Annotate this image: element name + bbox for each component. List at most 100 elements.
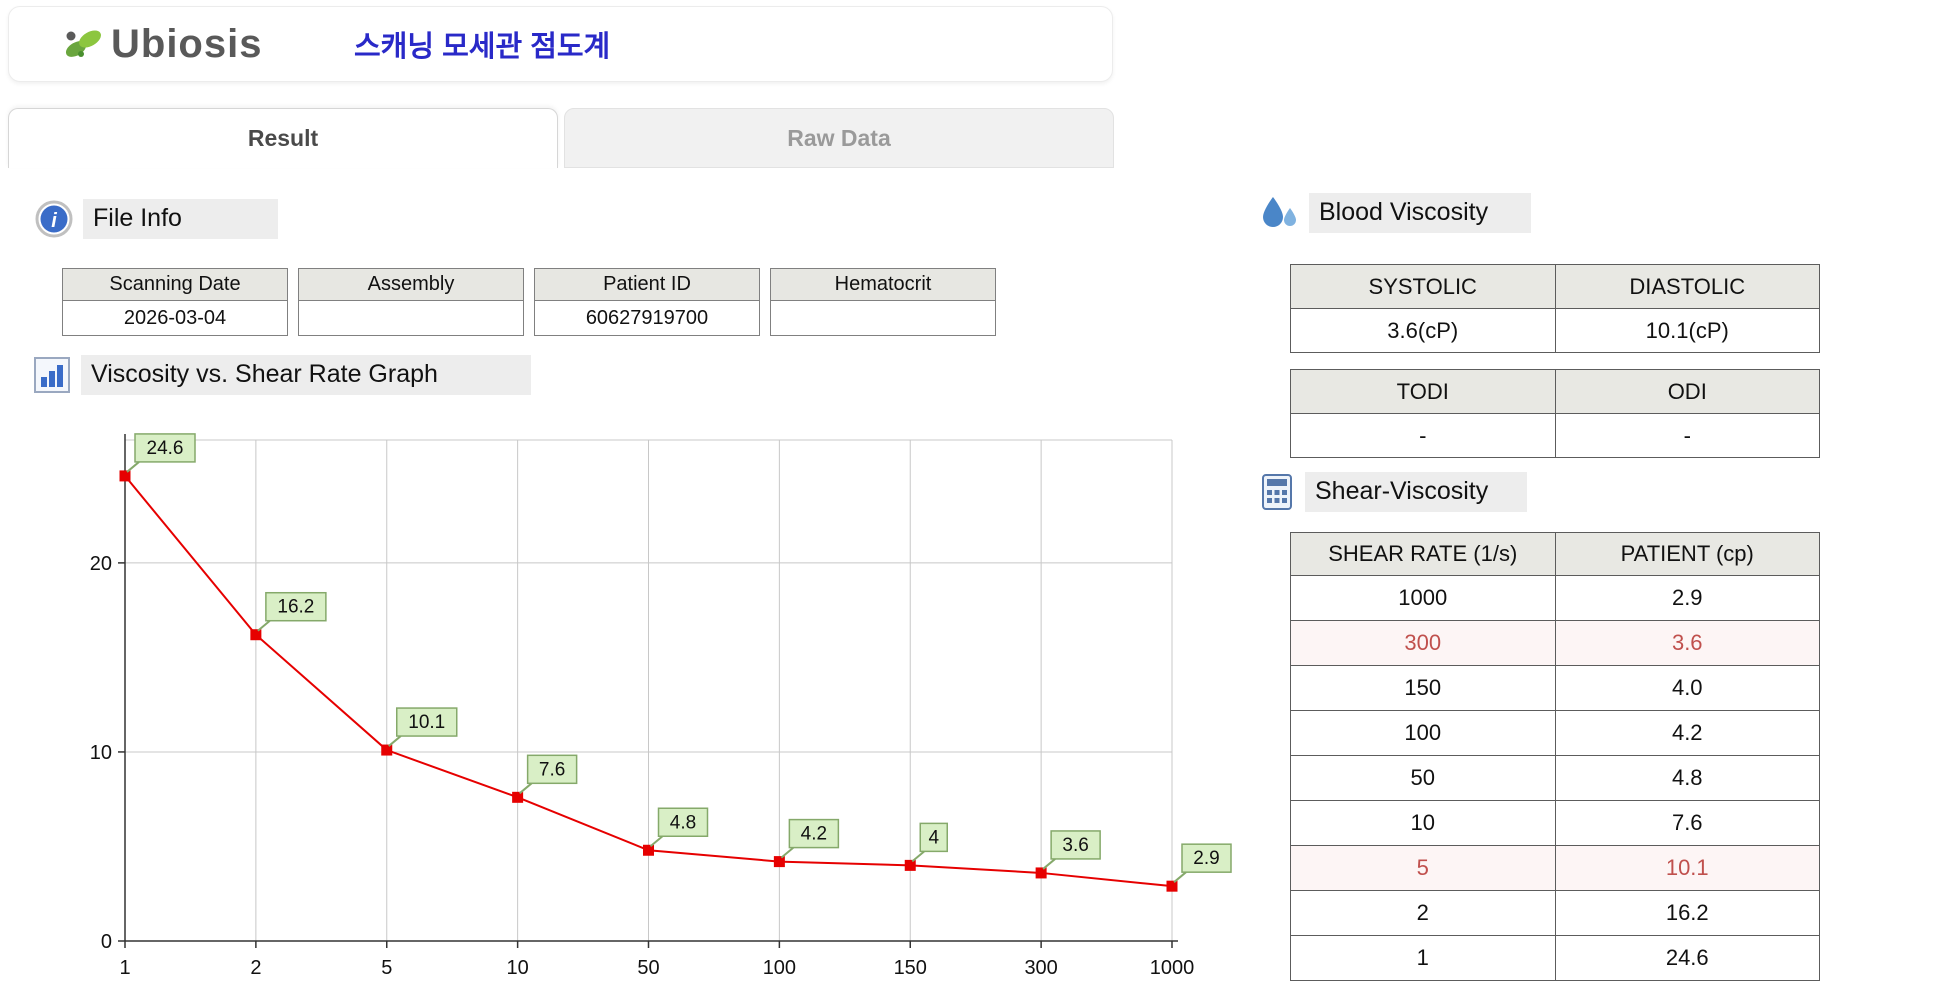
shear-row: 300 3.6 — [1290, 620, 1820, 666]
svg-text:100: 100 — [763, 957, 796, 979]
svg-text:10.1: 10.1 — [408, 712, 445, 733]
shear-viscosity-table: SHEAR RATE (1/s) PATIENT (cp) 1000 2.9 3… — [1290, 532, 1820, 981]
svg-text:300: 300 — [1024, 957, 1057, 979]
file-info-section-header: i File Info — [35, 199, 278, 239]
odi-header: ODI — [1554, 369, 1820, 414]
shear-rate-cell: 5 — [1290, 845, 1556, 891]
file-info-column: Assembly — [298, 268, 524, 336]
systolic-value: 3.6(cP) — [1290, 308, 1556, 353]
patient-id-value: 60627919700 — [534, 301, 760, 336]
file-info-column: Scanning Date 2026-03-04 — [62, 268, 288, 336]
hematocrit-header: Hematocrit — [770, 268, 996, 301]
patient-value-cell: 24.6 — [1554, 935, 1820, 981]
svg-text:16.2: 16.2 — [277, 597, 314, 618]
patient-value-cell: 10.1 — [1554, 845, 1820, 891]
scanning-date-value: 2026-03-04 — [62, 301, 288, 336]
patient-value-cell: 16.2 — [1554, 890, 1820, 936]
blood-drop-icon — [1263, 197, 1296, 227]
shear-rate-cell: 100 — [1290, 710, 1556, 756]
svg-text:5: 5 — [381, 957, 392, 979]
shear-rate-cell: 2 — [1290, 890, 1556, 936]
blood-viscosity-section-header: Blood Viscosity — [1259, 193, 1531, 233]
shear-viscosity-body: 1000 2.9 300 3.6 150 4.0 100 4.2 50 4.8 … — [1290, 575, 1820, 981]
blood-viscosity-index-table: TODI ODI - - — [1290, 369, 1820, 458]
shear-rate-cell: 50 — [1290, 755, 1556, 801]
shear-row: 150 4.0 — [1290, 665, 1820, 711]
blood-viscosity-title: Blood Viscosity — [1309, 193, 1531, 233]
diastolic-header: DIASTOLIC — [1554, 264, 1820, 309]
odi-value: - — [1554, 413, 1820, 458]
patient-value-cell: 4.8 — [1554, 755, 1820, 801]
index-value-row: - - — [1290, 413, 1820, 458]
file-info-table: Scanning Date 2026-03-04 Assembly Patien… — [62, 268, 996, 336]
todi-header: TODI — [1290, 369, 1556, 414]
app-header: Ubiosis 스캐닝 모세관 점도계 — [8, 6, 1113, 82]
pressure-value-row: 3.6(cP) 10.1(cP) — [1290, 308, 1820, 353]
file-info-column: Hematocrit — [770, 268, 996, 336]
brand-name: Ubiosis — [111, 21, 263, 66]
svg-text:4: 4 — [928, 827, 939, 848]
tab-raw-data[interactable]: Raw Data — [564, 108, 1114, 168]
shear-row: 100 4.2 — [1290, 710, 1820, 756]
shear-rate-cell: 1 — [1290, 935, 1556, 981]
svg-text:1000: 1000 — [1150, 957, 1195, 979]
patient-value-cell: 7.6 — [1554, 800, 1820, 846]
app-title: 스캐닝 모세관 점도계 — [354, 31, 611, 63]
svg-text:10: 10 — [507, 957, 529, 979]
calculator-icon — [1262, 474, 1292, 510]
svg-text:2: 2 — [250, 957, 261, 979]
patient-value-cell: 2.9 — [1554, 575, 1820, 621]
systolic-header: SYSTOLIC — [1290, 264, 1556, 309]
hematocrit-value — [770, 301, 996, 336]
svg-text:20: 20 — [90, 553, 112, 575]
svg-text:1: 1 — [119, 957, 130, 979]
svg-text:i: i — [51, 210, 57, 232]
shear-rate-cell: 300 — [1290, 620, 1556, 666]
svg-text:3.6: 3.6 — [1062, 835, 1088, 856]
shear-header-row: SHEAR RATE (1/s) PATIENT (cp) — [1290, 532, 1820, 576]
patient-value-cell: 4.2 — [1554, 710, 1820, 756]
scanning-date-header: Scanning Date — [62, 268, 288, 301]
shear-rate-cell: 150 — [1290, 665, 1556, 711]
svg-text:7.6: 7.6 — [539, 759, 565, 780]
patient-value-cell: 4.0 — [1554, 665, 1820, 711]
bar-chart-icon — [34, 357, 70, 393]
blood-viscosity-pressure-table: SYSTOLIC DIASTOLIC 3.6(cP) 10.1(cP) — [1290, 264, 1820, 353]
tab-bar: Result Raw Data — [8, 108, 1114, 168]
index-header-row: TODI ODI — [1290, 369, 1820, 414]
viscosity-chart-svg: 0 10 20 1 2 5 10 50 100 150 300 1000 24.6 16.2 10.1 7.6… — [90, 433, 1232, 979]
svg-text:150: 150 — [894, 957, 927, 979]
shear-viscosity-title: Shear-Viscosity — [1305, 472, 1527, 512]
svg-text:10: 10 — [90, 742, 112, 764]
graph-title: Viscosity vs. Shear Rate Graph — [81, 355, 531, 395]
diastolic-value: 10.1(cP) — [1554, 308, 1820, 353]
shear-viscosity-section-header: Shear-Viscosity — [1259, 472, 1527, 512]
patient-header: PATIENT (cp) — [1554, 532, 1820, 576]
shear-row: 1 24.6 — [1290, 935, 1820, 981]
patient-value-cell: 3.6 — [1554, 620, 1820, 666]
svg-text:24.6: 24.6 — [147, 438, 184, 459]
graph-section-header: Viscosity vs. Shear Rate Graph — [33, 355, 531, 395]
assembly-value — [298, 301, 524, 336]
shear-row: 10 7.6 — [1290, 800, 1820, 846]
shear-row: 2 16.2 — [1290, 890, 1820, 936]
assembly-header: Assembly — [298, 268, 524, 301]
file-info-title: File Info — [83, 199, 278, 239]
file-info-column: Patient ID 60627919700 — [534, 268, 760, 336]
patient-id-header: Patient ID — [534, 268, 760, 301]
shear-rate-cell: 10 — [1290, 800, 1556, 846]
svg-text:4.2: 4.2 — [801, 824, 827, 845]
svg-text:50: 50 — [637, 957, 659, 979]
tab-result[interactable]: Result — [8, 108, 558, 168]
shear-rate-cell: 1000 — [1290, 575, 1556, 621]
svg-text:4.8: 4.8 — [670, 812, 696, 833]
ubiosis-logo: Ubiosis — [61, 21, 262, 67]
todi-value: - — [1290, 413, 1556, 458]
pressure-header-row: SYSTOLIC DIASTOLIC — [1290, 264, 1820, 309]
viscosity-chart: 0 10 20 1 2 5 10 50 100 150 300 1000 24.6 16.2 10.1 7.6… — [60, 425, 1250, 995]
info-icon: i — [35, 200, 73, 238]
shear-row: 1000 2.9 — [1290, 575, 1820, 621]
svg-text:2.9: 2.9 — [1193, 848, 1219, 869]
shear-rate-header: SHEAR RATE (1/s) — [1290, 532, 1556, 576]
